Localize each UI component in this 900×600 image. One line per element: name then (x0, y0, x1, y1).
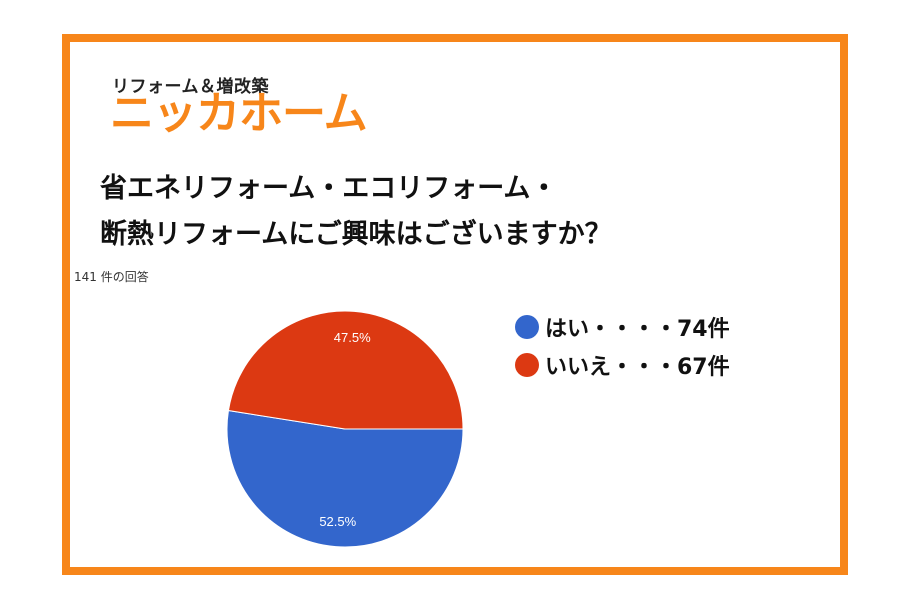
question-line-1: 省エネリフォーム・エコリフォーム・ (100, 173, 558, 204)
legend-item-yes: はい・・・・74件 (515, 308, 730, 346)
logo-tagline: リフォーム＆増改築 (112, 77, 269, 97)
legend: はい・・・・74件 いいえ・・・67件 (515, 308, 730, 384)
pie-slice-yes (226, 409, 464, 548)
question-title: 省エネリフォーム・エコリフォーム・ 断熱リフォームにご興味はございますか？ (100, 166, 612, 258)
pie-slice-no (227, 310, 464, 430)
pie-label-yes: 52.5% (319, 514, 356, 529)
legend-dot-no (515, 353, 539, 377)
legend-dot-yes (515, 315, 539, 339)
pie-label-no: 47.5% (334, 330, 371, 345)
response-count: 141 件の回答 (74, 270, 149, 284)
survey-card: リフォーム＆増改築 ニッカホーム 省エネリフォーム・エコリフォーム・ 断熱リフォ… (62, 34, 848, 575)
question-line-2: 断熱リフォームにご興味はございますか？ (100, 219, 612, 250)
brand-logo: ニッカホーム (110, 88, 368, 139)
pie-chart: 52.5% 47.5% (226, 310, 464, 548)
legend-label-no: いいえ・・・67件 (545, 355, 730, 380)
legend-item-no: いいえ・・・67件 (515, 346, 730, 384)
legend-label-yes: はい・・・・74件 (545, 317, 730, 342)
